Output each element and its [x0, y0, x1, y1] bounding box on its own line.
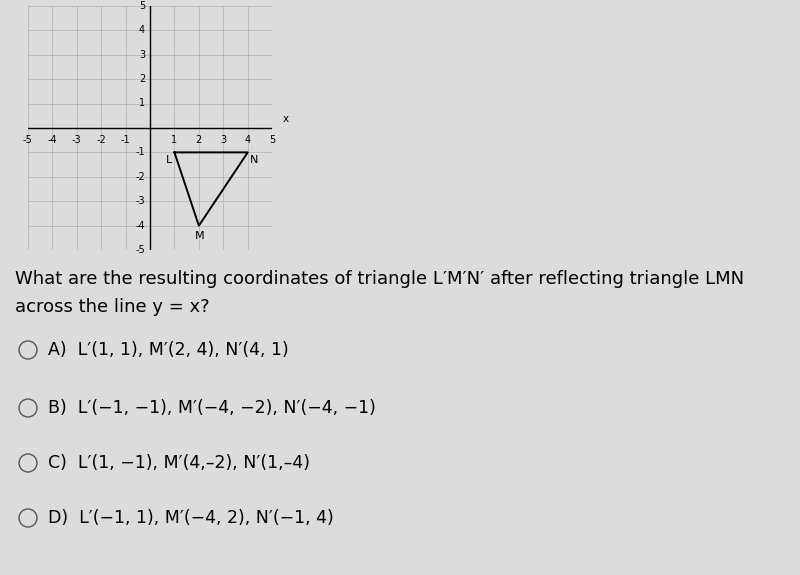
Text: across the line y = x?: across the line y = x? [15, 298, 210, 316]
Text: 2: 2 [139, 74, 145, 84]
Text: -1: -1 [121, 135, 130, 145]
Text: C)  L′(1, −1), M′(4,–2), N′(1,–4): C) L′(1, −1), M′(4,–2), N′(1,–4) [48, 454, 310, 472]
Text: 3: 3 [139, 49, 145, 60]
Text: x: x [283, 113, 290, 124]
Text: M: M [195, 231, 205, 240]
Text: 5: 5 [139, 1, 145, 11]
Text: 1: 1 [139, 98, 145, 109]
Text: 4: 4 [245, 135, 251, 145]
Text: A)  L′(1, 1), M′(2, 4), N′(4, 1): A) L′(1, 1), M′(2, 4), N′(4, 1) [48, 341, 289, 359]
Text: -5: -5 [135, 245, 145, 255]
Text: N: N [250, 155, 258, 165]
Text: -3: -3 [135, 196, 145, 206]
Text: 2: 2 [196, 135, 202, 145]
Text: 1: 1 [171, 135, 178, 145]
Text: -2: -2 [135, 172, 145, 182]
Text: 5: 5 [269, 135, 275, 145]
Text: L: L [166, 155, 172, 165]
Text: What are the resulting coordinates of triangle L′M′N′ after reflecting triangle : What are the resulting coordinates of tr… [15, 270, 744, 288]
Text: 4: 4 [139, 25, 145, 35]
Text: -1: -1 [135, 147, 145, 158]
Text: -3: -3 [72, 135, 82, 145]
Text: -2: -2 [96, 135, 106, 145]
Text: D)  L′(−1, 1), M′(−4, 2), N′(−1, 4): D) L′(−1, 1), M′(−4, 2), N′(−1, 4) [48, 509, 334, 527]
Text: -5: -5 [23, 135, 33, 145]
Text: -4: -4 [47, 135, 57, 145]
Text: B)  L′(−1, −1), M′(−4, −2), N′(−4, −1): B) L′(−1, −1), M′(−4, −2), N′(−4, −1) [48, 399, 376, 417]
Text: -4: -4 [135, 221, 145, 231]
Text: 3: 3 [220, 135, 226, 145]
